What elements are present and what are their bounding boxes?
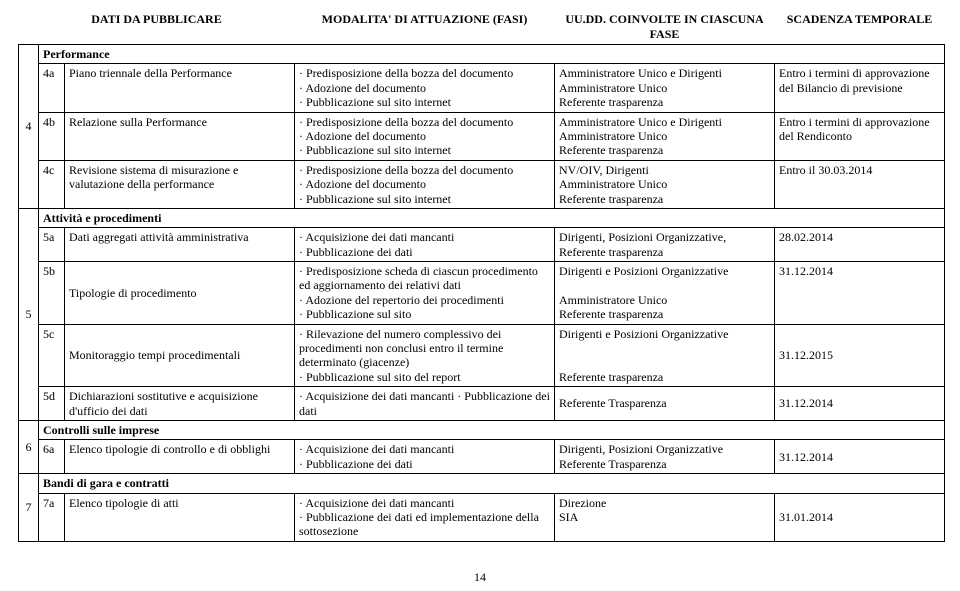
row-scadenza: Entro i termini di approvazione del Rend… <box>775 112 945 160</box>
section-row: 6 Controlli sulle imprese <box>19 420 945 439</box>
table-row: 4a Piano triennale della Performance · P… <box>19 64 945 112</box>
table-row: 5b Tipologie di procedimento · Predispos… <box>19 262 945 325</box>
row-scadenza: 31.12.2014 <box>775 440 945 474</box>
row-id: 5b <box>39 262 65 325</box>
row-name: Monitoraggio tempi procedimentali <box>65 324 295 387</box>
row-uudd: Dirigenti, Posizioni Organizzative, Refe… <box>555 228 775 262</box>
section-row: 4 Performance <box>19 45 945 64</box>
row-modalita: · Predisposizione della bozza del docume… <box>295 64 555 112</box>
row-name: Elenco tipologie di controllo e di obbli… <box>65 440 295 474</box>
table-row: 6a Elenco tipologie di controllo e di ob… <box>19 440 945 474</box>
row-id: 4a <box>39 64 65 112</box>
row-scadenza: 31.12.2014 <box>775 387 945 421</box>
row-scadenza: 28.02.2014 <box>775 228 945 262</box>
row-id: 5c <box>39 324 65 387</box>
row-modalita: · Acquisizione dei dati mancanti · Pubbl… <box>295 440 555 474</box>
table-row: 4c Revisione sistema di misurazione e va… <box>19 160 945 208</box>
section-label: Attività e procedimenti <box>39 208 945 227</box>
table-row: 5a Dati aggregati attività amministrativ… <box>19 228 945 262</box>
group-number: 6 <box>19 420 39 473</box>
row-scadenza: Entro i termini di approvazione del Bila… <box>775 64 945 112</box>
header-row: DATI DA PUBBLICARE MODALITA' DI ATTUAZIO… <box>19 10 945 45</box>
group-number: 7 <box>19 474 39 542</box>
table-row: 5d Dichiarazioni sostitutive e acquisizi… <box>19 387 945 421</box>
row-uudd: Direzione SIA <box>555 493 775 541</box>
row-uudd: Amministratore Unico e Dirigenti Amminis… <box>555 64 775 112</box>
row-modalita: · Acquisizione dei dati mancanti · Pubbl… <box>295 228 555 262</box>
row-name: Dichiarazioni sostitutive e acquisizione… <box>65 387 295 421</box>
row-modalita: · Acquisizione dei dati mancanti · Pubbl… <box>295 387 555 421</box>
row-name: Piano triennale della Performance <box>65 64 295 112</box>
row-name: Dati aggregati attività amministrativa <box>65 228 295 262</box>
row-scadenza: 31.01.2014 <box>775 493 945 541</box>
row-name: Elenco tipologie di atti <box>65 493 295 541</box>
row-uudd: Amministratore Unico e Dirigenti Amminis… <box>555 112 775 160</box>
page: DATI DA PUBBLICARE MODALITA' DI ATTUAZIO… <box>0 0 960 591</box>
page-number: 14 <box>0 570 960 585</box>
row-uudd: NV/OIV, Dirigenti Amministratore Unico R… <box>555 160 775 208</box>
row-uudd: Dirigenti e Posizioni Organizzative Refe… <box>555 324 775 387</box>
header-modalita: MODALITA' DI ATTUAZIONE (FASI) <box>295 10 555 45</box>
row-name: Tipologie di procedimento <box>65 262 295 325</box>
row-modalita: · Acquisizione dei dati mancanti · Pubbl… <box>295 493 555 541</box>
table-row: 4b Relazione sulla Performance · Predisp… <box>19 112 945 160</box>
row-uudd: Referente Trasparenza <box>555 387 775 421</box>
row-scadenza: Entro il 30.03.2014 <box>775 160 945 208</box>
header-data: DATI DA PUBBLICARE <box>19 10 295 45</box>
group-number: 4 <box>19 45 39 209</box>
row-id: 4b <box>39 112 65 160</box>
section-label: Controlli sulle imprese <box>39 420 945 439</box>
row-id: 4c <box>39 160 65 208</box>
section-label: Bandi di gara e contratti <box>39 474 945 493</box>
group-number: 5 <box>19 208 39 420</box>
row-modalita: · Predisposizione della bozza del docume… <box>295 112 555 160</box>
section-row: 7 Bandi di gara e contratti <box>19 474 945 493</box>
main-table: DATI DA PUBBLICARE MODALITA' DI ATTUAZIO… <box>18 10 945 542</box>
header-uudd: UU.DD. COINVOLTE IN CIASCUNA FASE <box>555 10 775 45</box>
section-row: 5 Attività e procedimenti <box>19 208 945 227</box>
table-row: 5c Monitoraggio tempi procedimentali · R… <box>19 324 945 387</box>
row-id: 7a <box>39 493 65 541</box>
row-modalita: · Predisposizione della bozza del docume… <box>295 160 555 208</box>
row-scadenza: 31.12.2014 <box>775 262 945 325</box>
row-uudd: Dirigenti e Posizioni Organizzative Ammi… <box>555 262 775 325</box>
row-name: Revisione sistema di misurazione e valut… <box>65 160 295 208</box>
row-scadenza: 31.12.2015 <box>775 324 945 387</box>
row-modalita: · Rilevazione del numero complessivo dei… <box>295 324 555 387</box>
section-label: Performance <box>39 45 945 64</box>
table-row: 7a Elenco tipologie di atti · Acquisizio… <box>19 493 945 541</box>
row-id: 5d <box>39 387 65 421</box>
row-uudd: Dirigenti, Posizioni Organizzative Refer… <box>555 440 775 474</box>
header-scadenza: SCADENZA TEMPORALE <box>775 10 945 45</box>
row-id: 5a <box>39 228 65 262</box>
row-modalita: · Predisposizione scheda di ciascun proc… <box>295 262 555 325</box>
row-name: Relazione sulla Performance <box>65 112 295 160</box>
row-id: 6a <box>39 440 65 474</box>
